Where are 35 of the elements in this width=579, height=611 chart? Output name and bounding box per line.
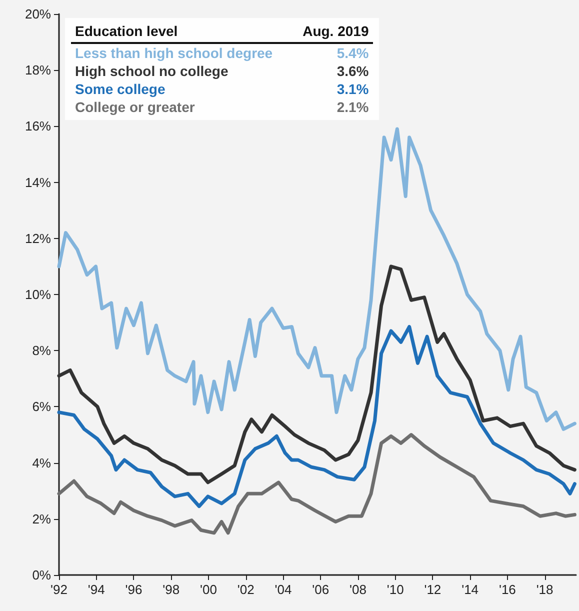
x-tick-label: '18 xyxy=(536,582,554,597)
y-tick-label: 16% xyxy=(24,118,52,134)
y-tick-label: 10% xyxy=(24,287,52,302)
y-tick-label: 2% xyxy=(32,511,52,526)
x-tick-label: '06 xyxy=(312,582,330,597)
y-tick-label: 18% xyxy=(24,62,52,78)
x-tick-label: '92 xyxy=(50,582,68,597)
x-tick-label: '08 xyxy=(349,582,366,597)
y-tick-label: 6% xyxy=(32,399,52,414)
x-tick-label: '10 xyxy=(386,582,404,597)
x-tick-label: '14 xyxy=(462,582,479,597)
text: College or greater xyxy=(74,98,196,116)
annotation: 2.1% xyxy=(336,98,370,116)
text: Less than high school degree xyxy=(74,44,274,62)
y-tick-label: 0% xyxy=(32,568,52,582)
y-tick-label: 4% xyxy=(32,455,52,470)
text: Some college xyxy=(74,80,166,98)
annotation: Aug. 2019 xyxy=(276,22,373,43)
x-tick-label: '00 xyxy=(200,582,217,597)
annotation: 3.1% xyxy=(336,80,370,98)
x-tick-label: '96 xyxy=(125,582,142,597)
x-tick-label: '94 xyxy=(88,582,105,597)
x-tick-label: '16 xyxy=(498,582,516,597)
x-tick-label: '02 xyxy=(237,582,254,597)
x-tick-label: '12 xyxy=(424,582,442,597)
annotation: 3.6% xyxy=(336,62,370,80)
y-tick-label: 8% xyxy=(32,343,52,358)
y-tick-label: 14% xyxy=(24,174,52,190)
x-tick-label: '98 xyxy=(162,582,180,597)
annotation: 5.4% xyxy=(336,44,370,62)
y-tick-label: 20% xyxy=(24,6,52,22)
y-tick-label: 12% xyxy=(24,230,52,246)
text: High school no college xyxy=(74,62,230,80)
legend-title: Education level xyxy=(71,22,277,43)
x-tick-label: '04 xyxy=(274,582,292,597)
